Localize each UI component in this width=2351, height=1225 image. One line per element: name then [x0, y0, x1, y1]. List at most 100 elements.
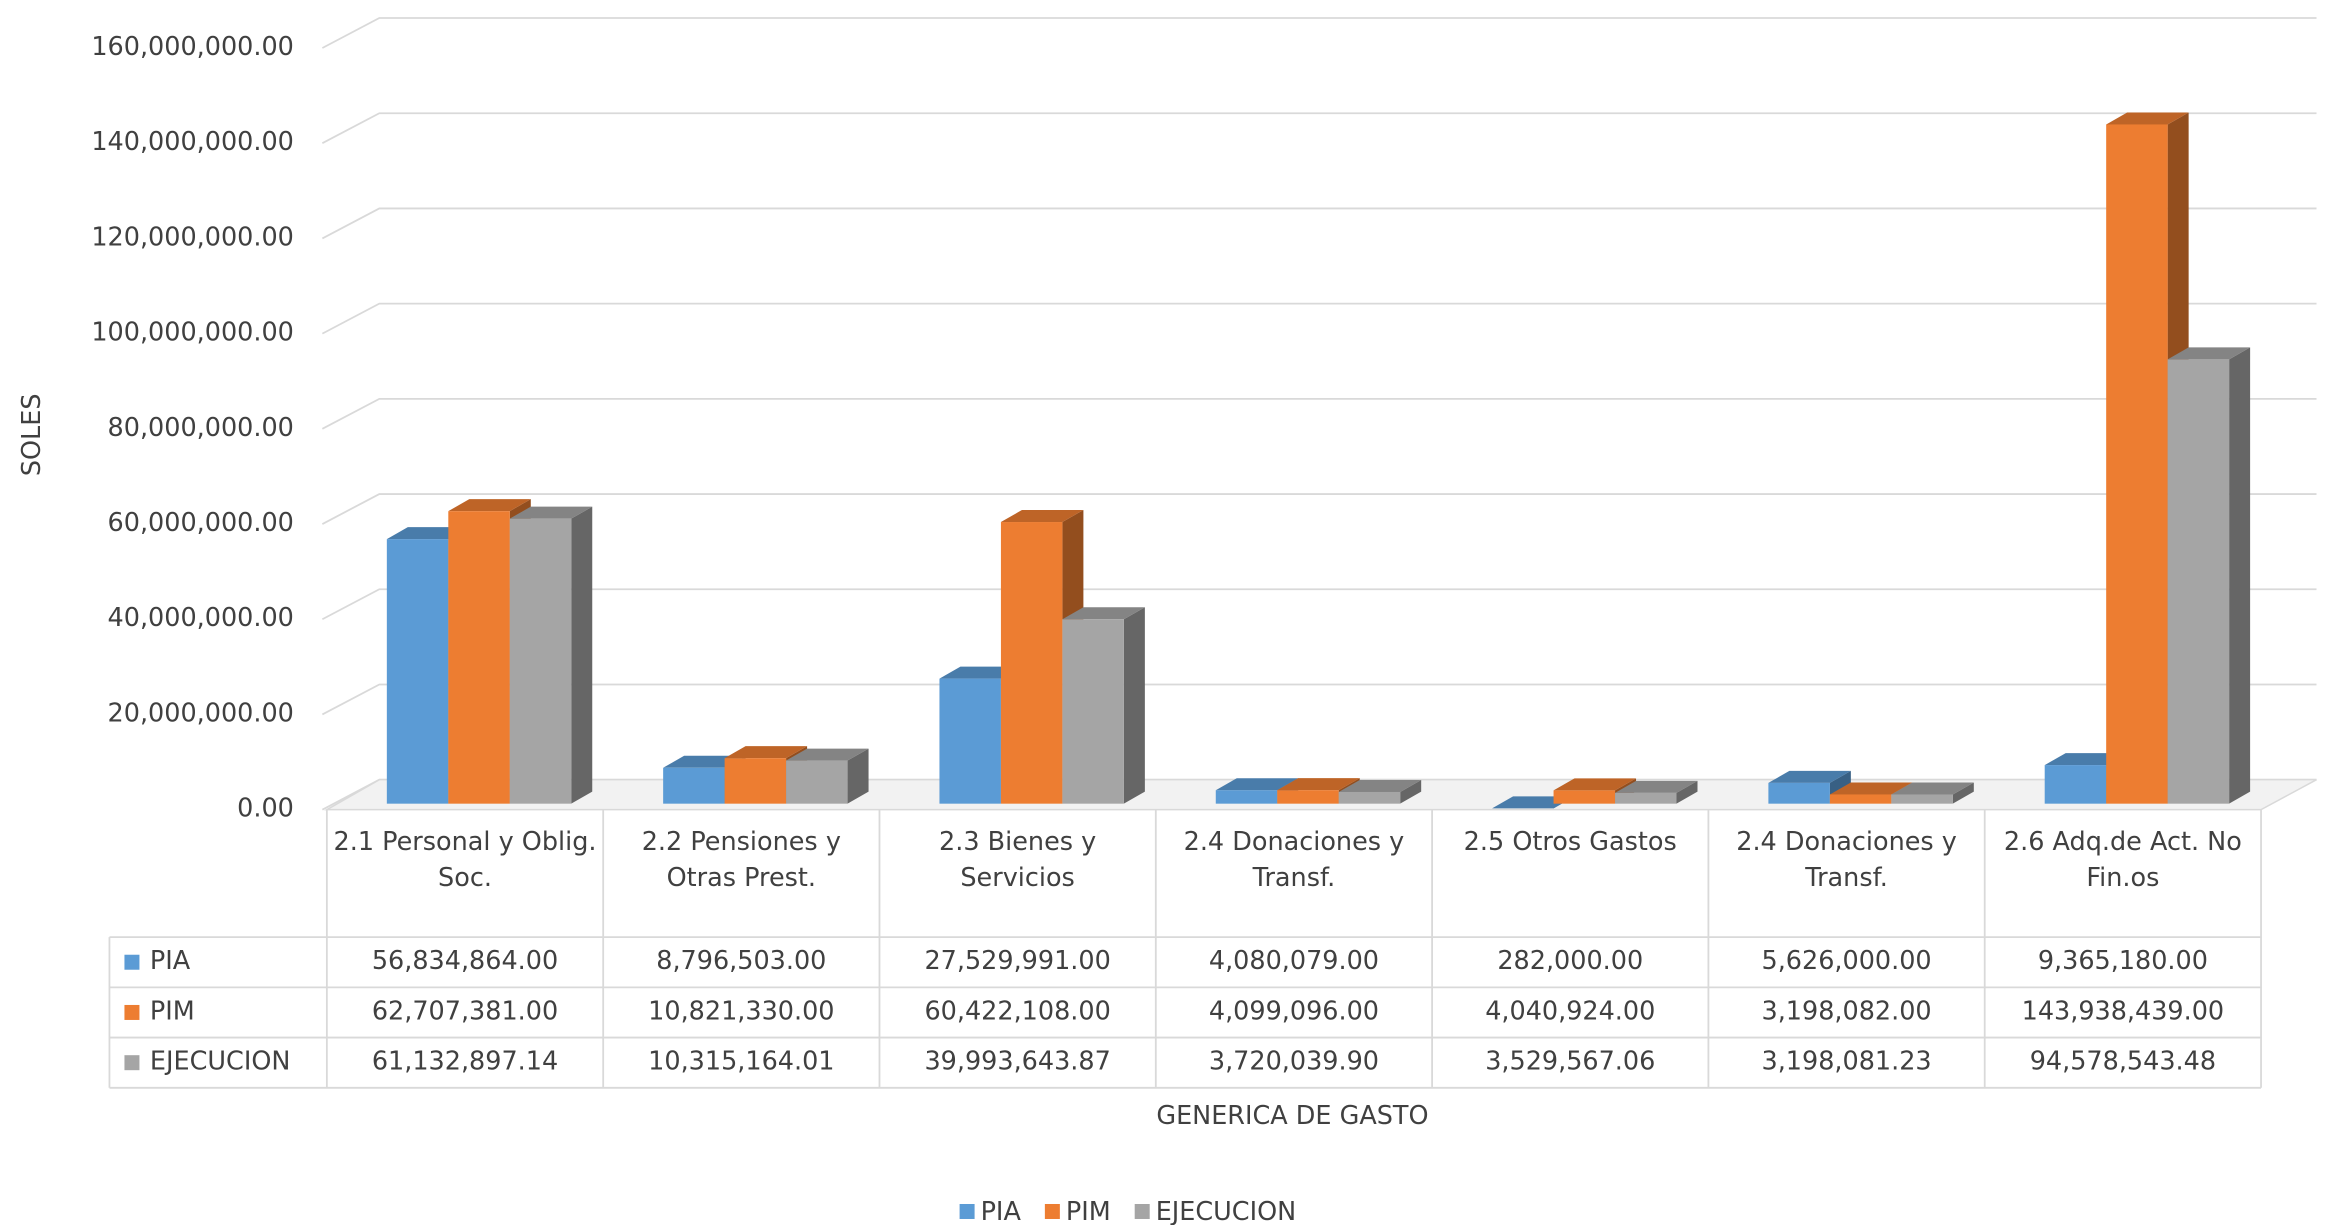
- x-tick-label: 2.1 Personal y Oblig. Soc.: [333, 827, 597, 894]
- bar: [1338, 791, 1401, 804]
- category-cell: 2.3 Bienes y Servicios: [939, 827, 1097, 894]
- bar-top: [2167, 347, 2251, 360]
- table-value: 282,000.00: [1497, 946, 1643, 976]
- y-tick-label: 160,000,000.00: [91, 32, 294, 62]
- x-tick-label: 2.5 Otros Gastos: [1463, 827, 1677, 858]
- y-tick-label: 20,000,000.00: [108, 698, 294, 728]
- grid-line: [321, 17, 2317, 49]
- table-value: 3,529,567.06: [1485, 1047, 1655, 1077]
- bar: [448, 511, 510, 804]
- legend-key: [124, 954, 140, 970]
- y-tick-label: 100,000,000.00: [91, 318, 294, 348]
- bar: [509, 518, 572, 804]
- x-tick-label: 2.3 Bienes y Servicios: [939, 827, 1097, 894]
- table-value: 61,132,897.14: [372, 1047, 558, 1077]
- category-cell: 2.4 Donaciones y Transf.: [1736, 827, 1957, 894]
- table-value: 5,626,000.00: [1762, 946, 1932, 976]
- y-tick-label: 140,000,000.00: [91, 127, 294, 157]
- category-cell: 2.2 Pensiones y Otras Prest.: [642, 828, 841, 894]
- bar-side: [847, 748, 869, 804]
- table-value: 10,315,164.01: [648, 1047, 834, 1077]
- table-value: 10,821,330.00: [648, 996, 834, 1026]
- table-value: 60,422,108.00: [924, 996, 1110, 1026]
- table-value: 4,080,079.00: [1209, 946, 1379, 976]
- bar-top: [1277, 778, 1360, 791]
- bar-side: [1676, 780, 1698, 804]
- bar: [663, 767, 725, 804]
- bar-top: [2106, 112, 2189, 125]
- bar: [2167, 359, 2230, 804]
- y-tick-label: 40,000,000.00: [108, 603, 294, 633]
- bar-top: [724, 746, 808, 759]
- bar: [1891, 794, 1953, 804]
- bar: [1829, 794, 1892, 804]
- bar: [2044, 765, 2107, 804]
- x-tick-label: 2.6 Adq.de Act. No Fin.os: [2003, 827, 2242, 894]
- legend-key: [959, 1203, 975, 1219]
- x-tick-label: 2.4 Donaciones y Transf.: [1736, 827, 1957, 894]
- legend-label: PIM: [1066, 1197, 1111, 1225]
- grid-line: [321, 683, 2317, 716]
- grid-line: [321, 207, 2317, 240]
- y-tick-label: 80,000,000.00: [108, 413, 294, 443]
- y-tick-label: 120,000,000.00: [91, 222, 294, 252]
- table-value: 27,529,991.00: [924, 946, 1110, 976]
- table-value: 4,040,924.00: [1485, 996, 1655, 1026]
- bar: [386, 539, 449, 804]
- y-tick-label: 0.00: [237, 794, 294, 824]
- table-value: 39,993,643.87: [924, 1047, 1110, 1077]
- bar-side: [1400, 779, 1422, 804]
- category-cell: 2.4 Donaciones y Transf.: [1184, 828, 1405, 894]
- bar: [786, 760, 848, 804]
- table-value: 62,707,381.00: [372, 996, 558, 1026]
- table-value: 56,834,864.00: [372, 946, 558, 976]
- bar-top: [1062, 607, 1145, 620]
- bar-top: [1338, 779, 1422, 792]
- bar-side: [1123, 607, 1145, 804]
- legend-label: PIA: [981, 1197, 1022, 1225]
- table-value: 3,198,082.00: [1762, 996, 1932, 1026]
- grid-line: [321, 112, 2317, 144]
- legend-key: [124, 1004, 140, 1020]
- legend: PIA PIM EJECUCION: [959, 1197, 1297, 1225]
- bar-top: [786, 748, 869, 761]
- bar-top: [1215, 778, 1299, 791]
- bar-top: [1768, 770, 1851, 783]
- grid-line: [321, 397, 2317, 430]
- bar: [724, 758, 787, 804]
- category-cell: 2.1 Personal y Oblig. Soc.: [333, 827, 597, 894]
- grid-line: [321, 302, 2317, 335]
- bar-top: [1000, 510, 1084, 523]
- bar-top: [448, 499, 531, 512]
- x-axis-title: GENERICA DE GASTO: [1156, 1101, 1428, 1131]
- bar-top: [1829, 782, 1913, 795]
- category-cell: 2.6 Adq.de Act. No Fin.os: [2003, 827, 2242, 894]
- bar-side: [571, 506, 593, 804]
- table-value: 3,198,081.23: [1762, 1047, 1932, 1077]
- bar: [1062, 619, 1124, 804]
- bar: [1277, 790, 1339, 804]
- table-series-label: PIM: [150, 996, 195, 1026]
- y-axis-title: SOLES: [17, 393, 47, 476]
- bar-side: [2229, 347, 2251, 804]
- legend-key: [124, 1055, 140, 1071]
- bar: [1215, 790, 1278, 804]
- table-value: 9,365,180.00: [2038, 946, 2208, 976]
- bar: [1768, 782, 1830, 804]
- table-value: 4,099,096.00: [1209, 996, 1379, 1026]
- table-value: 143,938,439.00: [2022, 996, 2225, 1026]
- table-series-label: PIA: [150, 946, 191, 976]
- bar: [1553, 790, 1616, 804]
- table-series-label: EJECUCION: [150, 1047, 291, 1077]
- bar: [939, 678, 1001, 804]
- bar: [1000, 522, 1063, 804]
- table-value: 3,720,039.90: [1209, 1047, 1379, 1077]
- category-cell: 2.5 Otros Gastos: [1463, 827, 1677, 858]
- table-value: 8,796,503.00: [656, 946, 826, 976]
- bar: [1615, 792, 1677, 804]
- bar-top: [1891, 782, 1974, 795]
- legend-key: [1044, 1203, 1060, 1219]
- legend-label: EJECUCION: [1156, 1197, 1297, 1225]
- y-tick-label: 60,000,000.00: [108, 508, 294, 538]
- bar: [2106, 124, 2168, 804]
